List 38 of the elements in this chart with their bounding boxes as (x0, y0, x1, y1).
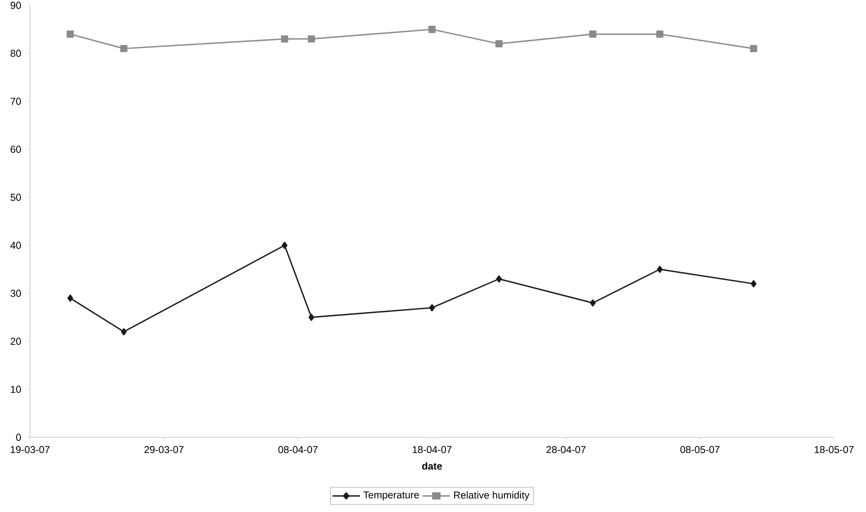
point (308, 35, 316, 43)
point (66, 30, 74, 38)
point (120, 44, 128, 52)
x-tick-label: 08-05-07 (680, 446, 720, 454)
y-tick-label: 50 (10, 194, 21, 201)
point (281, 35, 288, 43)
legend-label: Relative humidity (454, 491, 530, 501)
x-tick-label: 28-04-07 (546, 446, 586, 454)
point (120, 328, 127, 336)
point (590, 299, 596, 307)
point (308, 314, 314, 321)
x-tick-label: 18-05-07 (814, 446, 854, 454)
point (428, 26, 436, 33)
y-tick-label: 80 (10, 50, 21, 57)
point (429, 304, 435, 312)
point (282, 242, 288, 249)
y-tick-label: 60 (10, 146, 21, 153)
x-tick-label: 18-04-07 (412, 446, 452, 454)
x-tick-label: 08-04-07 (278, 446, 318, 454)
y-tick-label: 30 (10, 290, 21, 297)
point (496, 275, 502, 283)
y-tick-label: 10 (10, 386, 21, 393)
point (67, 294, 74, 302)
legend-label: Temperature (363, 491, 419, 500)
point (656, 30, 664, 38)
point (495, 40, 503, 48)
point (656, 266, 663, 273)
point (589, 30, 596, 38)
y-tick-label: 90 (10, 2, 21, 9)
x-tick-label: 29-03-07 (144, 446, 184, 454)
y-tick-label: 70 (10, 98, 21, 105)
point (750, 280, 756, 288)
x-axis-title: date (422, 462, 442, 470)
y-tick-label: 20 (10, 338, 21, 345)
y-tick-label: 0 (16, 434, 21, 441)
point (750, 44, 758, 52)
x-tick-label: 19-03-07 (10, 446, 50, 454)
y-tick-label: 40 (10, 242, 21, 249)
